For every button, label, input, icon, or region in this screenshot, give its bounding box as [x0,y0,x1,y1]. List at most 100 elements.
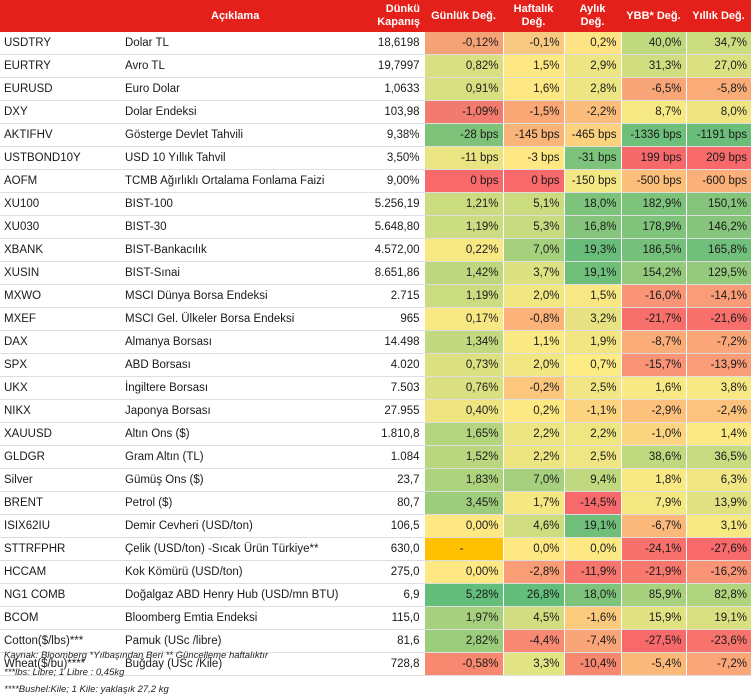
daily-change-cell: 0,17% [423,307,503,331]
closing-price-cell: 27.955 [367,399,424,423]
monthly-change-cell: -465 bps [563,123,621,147]
ticker-cell: EURTRY [0,54,123,78]
daily-change-cell: -0,12% [423,32,503,55]
weekly-change-cell: 0,0% [502,537,564,561]
daily-change-cell: 1,34% [423,330,503,354]
yearly-change-cell: 8,0% [685,100,751,124]
closing-price-cell: 2.715 [367,284,424,308]
table-row: AKTIFHV Gösterge Devlet Tahvili 9,38% -28 b… [0,123,751,147]
weekly-change-cell: -0,2% [502,376,564,400]
yearly-change-cell: -7,2% [685,330,751,354]
daily-change-cell: 0 bps [423,169,503,193]
ytd-change-cell: -5,4% [620,652,686,676]
ticker-cell: AOFM [0,169,123,193]
description-cell: Gram Altın (TL) [123,445,367,469]
ticker-cell: XU100 [0,192,123,216]
weekly-change-cell: 5,3% [502,215,564,239]
monthly-change-cell: -1,6% [563,606,621,630]
yearly-change-cell: -1191 bps [685,123,751,147]
table-row: XUSIN BIST-Sınai 8.651,86 1,42% 3,7% 19,1% 154… [0,261,751,285]
ytd-change-cell: 154,2% [620,261,686,285]
description-cell: BIST-30 [123,215,367,239]
closing-price-cell: 3,50% [367,146,424,170]
weekly-change-cell: 26,8% [502,583,564,607]
yearly-change-cell: 165,8% [685,238,751,262]
description-cell: Gösterge Devlet Tahvili [123,123,367,147]
table-row: Wheat($/bu)**** Buğday (USc /Kile) 728,8 -0… [0,652,751,676]
yearly-change-cell: -14,1% [685,284,751,308]
ytd-change-cell: -1336 bps [620,123,686,147]
monthly-change-cell: 19,1% [563,261,621,285]
daily-change-cell: 1,52% [423,445,503,469]
daily-change-cell: 1,19% [423,215,503,239]
yearly-change-cell: 36,5% [685,445,751,469]
closing-price-cell: 728,8 [367,652,424,676]
closing-price-cell: 18,6198 [367,32,424,55]
description-cell: Japonya Borsası [123,399,367,423]
monthly-change-cell: -10,4% [563,652,621,676]
daily-change-cell: 0,40% [423,399,503,423]
closing-price-cell: 7.503 [367,376,424,400]
table-row: DXY Dolar Endeksi 103,98 -1,09% -1,5% -2,2% 8,… [0,100,751,124]
daily-change-cell: -28 bps [423,123,503,147]
ytd-change-cell: 7,9% [620,491,686,515]
yearly-change-cell: 6,3% [685,468,751,492]
ticker-cell: ISIX62IU [0,514,123,538]
description-cell: Avro TL [123,54,367,78]
monthly-change-cell: 0,0% [563,537,621,561]
monthly-change-cell: -7,4% [563,629,621,653]
table-row: MXWO MSCI Dünya Borsa Endeksi 2.715 1,19% 2,… [0,284,751,308]
ytd-change-cell: -16,0% [620,284,686,308]
daily-change-cell: 1,21% [423,192,503,216]
ytd-change-cell: -6,5% [620,77,686,101]
ytd-change-cell: -500 bps [620,169,686,193]
ticker-cell: Cotton($/lbs)*** [0,629,123,653]
closing-price-cell: 9,00% [367,169,424,193]
header-monthly-change: Aylık Değ. [564,0,621,32]
daily-change-cell: 5,28% [423,583,503,607]
table-row: ISIX62IU Demir Cevheri (USD/ton) 106,5 0,00… [0,514,751,538]
daily-change-cell: 1,65% [423,422,503,446]
description-cell: İngiltere Borsası [123,376,367,400]
monthly-change-cell: -1,1% [563,399,621,423]
daily-change-cell: 0,00% [423,560,503,584]
yearly-change-cell: -13,9% [685,353,751,377]
header-ytd-change: YBB* Değ. [621,0,686,32]
yearly-change-cell: 82,8% [685,583,751,607]
yearly-change-cell: -5,8% [685,77,751,101]
monthly-change-cell: -31 bps [563,146,621,170]
yearly-change-cell: -600 bps [685,169,751,193]
daily-change-cell: 0,76% [423,376,503,400]
closing-price-cell: 1,0633 [367,77,424,101]
ytd-change-cell: 31,3% [620,54,686,78]
weekly-change-cell: 0 bps [502,169,564,193]
weekly-change-cell: 4,6% [502,514,564,538]
ytd-change-cell: 182,9% [620,192,686,216]
weekly-change-cell: 2,0% [502,284,564,308]
ytd-change-cell: -21,9% [620,560,686,584]
closing-price-cell: 80,7 [367,491,424,515]
ticker-cell: SPX [0,353,123,377]
closing-price-cell: 1.084 [367,445,424,469]
table-row: STTRFPHR Çelik (USD/ton) -Sıcak Ürün Türk… [0,537,751,561]
closing-price-cell: 103,98 [367,100,424,124]
ytd-change-cell: 15,9% [620,606,686,630]
monthly-change-cell: -150 bps [563,169,621,193]
weekly-change-cell: 2,0% [502,353,564,377]
monthly-change-cell: 16,8% [563,215,621,239]
monthly-change-cell: 2,5% [563,376,621,400]
closing-price-cell: 106,5 [367,514,424,538]
header-monthly-line2: Değ. [580,16,605,28]
yearly-change-cell: -21,6% [685,307,751,331]
ticker-cell: XBANK [0,238,123,262]
weekly-change-cell: 7,0% [502,238,564,262]
monthly-change-cell: 0,7% [563,353,621,377]
daily-change-cell: -1,09% [423,100,503,124]
ticker-cell: USDTRY [0,32,123,55]
table-row: HCCAM Kok Kömürü (USD/ton) 275,0 0,00% -2,8%… [0,560,751,584]
weekly-change-cell: 4,5% [502,606,564,630]
closing-price-cell: 5.256,19 [367,192,424,216]
monthly-change-cell: 18,0% [563,192,621,216]
header-weekly-change: Haftalık Değ. [503,0,564,32]
weekly-change-cell: 2,2% [502,445,564,469]
